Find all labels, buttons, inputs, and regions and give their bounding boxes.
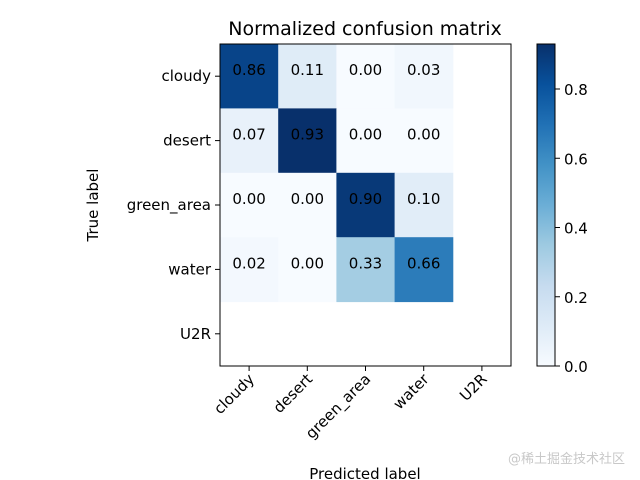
y-tick-label-4: U2R: [180, 325, 211, 343]
heatmap-cell-label-r2-c1: 0.00: [291, 190, 324, 208]
heatmap-cell-r0-c1: [278, 44, 337, 109]
heatmap-cell-label-r3-c0: 0.02: [232, 254, 265, 272]
heatmap-cell-r0-c0: [220, 44, 279, 109]
heatmap-cell-label-r0-c1: 0.11: [291, 61, 324, 79]
heatmap-cell-r1-c2: [336, 108, 396, 174]
x-tick-label-1: desert: [270, 370, 317, 417]
colorbar: [536, 43, 556, 367]
heatmap-cell-label-r3-c2: 0.33: [349, 254, 382, 272]
y-tick-label-1: desert: [163, 132, 211, 150]
colorbar-tick-label-0: 0.0: [564, 358, 588, 376]
heatmap-cell-label-r0-c2: 0.00: [349, 61, 382, 79]
watermark-text: @稀土掘金技术社区: [508, 451, 625, 467]
colorbar-tick-label-3: 0.6: [564, 150, 588, 168]
y-tick-label-2: green_area: [127, 196, 211, 215]
heatmap-cell-label-r1-c3: 0.00: [407, 126, 440, 144]
heatmap-cell-r1-c3: [394, 108, 454, 174]
heatmap-cell-label-r2-c0: 0.00: [232, 190, 265, 208]
heatmap-cell-labels: 0.86 0.11 0.00 0.03 0.07 0.93 0.00 0.00 0.00 0.00…: [232, 61, 440, 272]
heatmap-cell-r0-c3: [394, 44, 454, 109]
colorbar-ticks: 0.0 0.2 0.4 0.6 0.8: [555, 81, 588, 376]
y-tick-label-3: water: [168, 260, 212, 278]
x-tick-label-3: water: [390, 370, 434, 414]
heatmap-cell-r2-c2: [336, 172, 396, 238]
heatmap-cell-label-r3-c1: 0.00: [291, 254, 324, 272]
y-axis-label: True label: [84, 169, 102, 243]
colorbar-tick-label-1: 0.2: [564, 289, 588, 307]
x-axis-label: Predicted label: [309, 465, 420, 480]
colorbar-tick-label-4: 0.8: [564, 81, 588, 99]
heatmap-cell-r2-c1: [278, 172, 337, 238]
heatmap-cell-r3-c2: [336, 237, 396, 303]
heatmap-cell-r0-c2: [336, 44, 396, 109]
x-tick-label-4: U2R: [456, 370, 491, 405]
y-tick-label-0: cloudy: [162, 67, 212, 85]
heatmap-cell-r3-c1: [278, 237, 337, 303]
heatmap-cell-r3-c0: [220, 237, 279, 303]
heatmap-cell-r3-c3: [394, 237, 454, 303]
heatmap-cell-r1-c0: [220, 108, 279, 174]
colorbar-tick-label-2: 0.4: [564, 220, 588, 238]
heatmap-cell-r2-c0: [220, 172, 279, 238]
chart-title: Normalized confusion matrix: [228, 18, 501, 40]
heatmap-cells: [220, 44, 454, 303]
heatmap-cell-label-r0-c3: 0.03: [407, 61, 440, 79]
heatmap-cell-label-r2-c3: 0.10: [407, 190, 440, 208]
heatmap-cell-label-r0-c0: 0.86: [232, 61, 265, 79]
heatmap-cell-label-r2-c2: 0.90: [349, 190, 382, 208]
heatmap-cell-label-r1-c1: 0.93: [291, 126, 324, 144]
x-tick-label-0: cloudy: [210, 370, 258, 418]
heatmap-cell-r1-c1: [278, 108, 337, 174]
heatmap-cell-label-r1-c2: 0.00: [349, 126, 382, 144]
heatmap-cell-label-r3-c3: 0.66: [407, 254, 440, 272]
heatmap-cell-label-r1-c0: 0.07: [232, 126, 265, 144]
heatmap-cell-r2-c3: [394, 172, 454, 238]
